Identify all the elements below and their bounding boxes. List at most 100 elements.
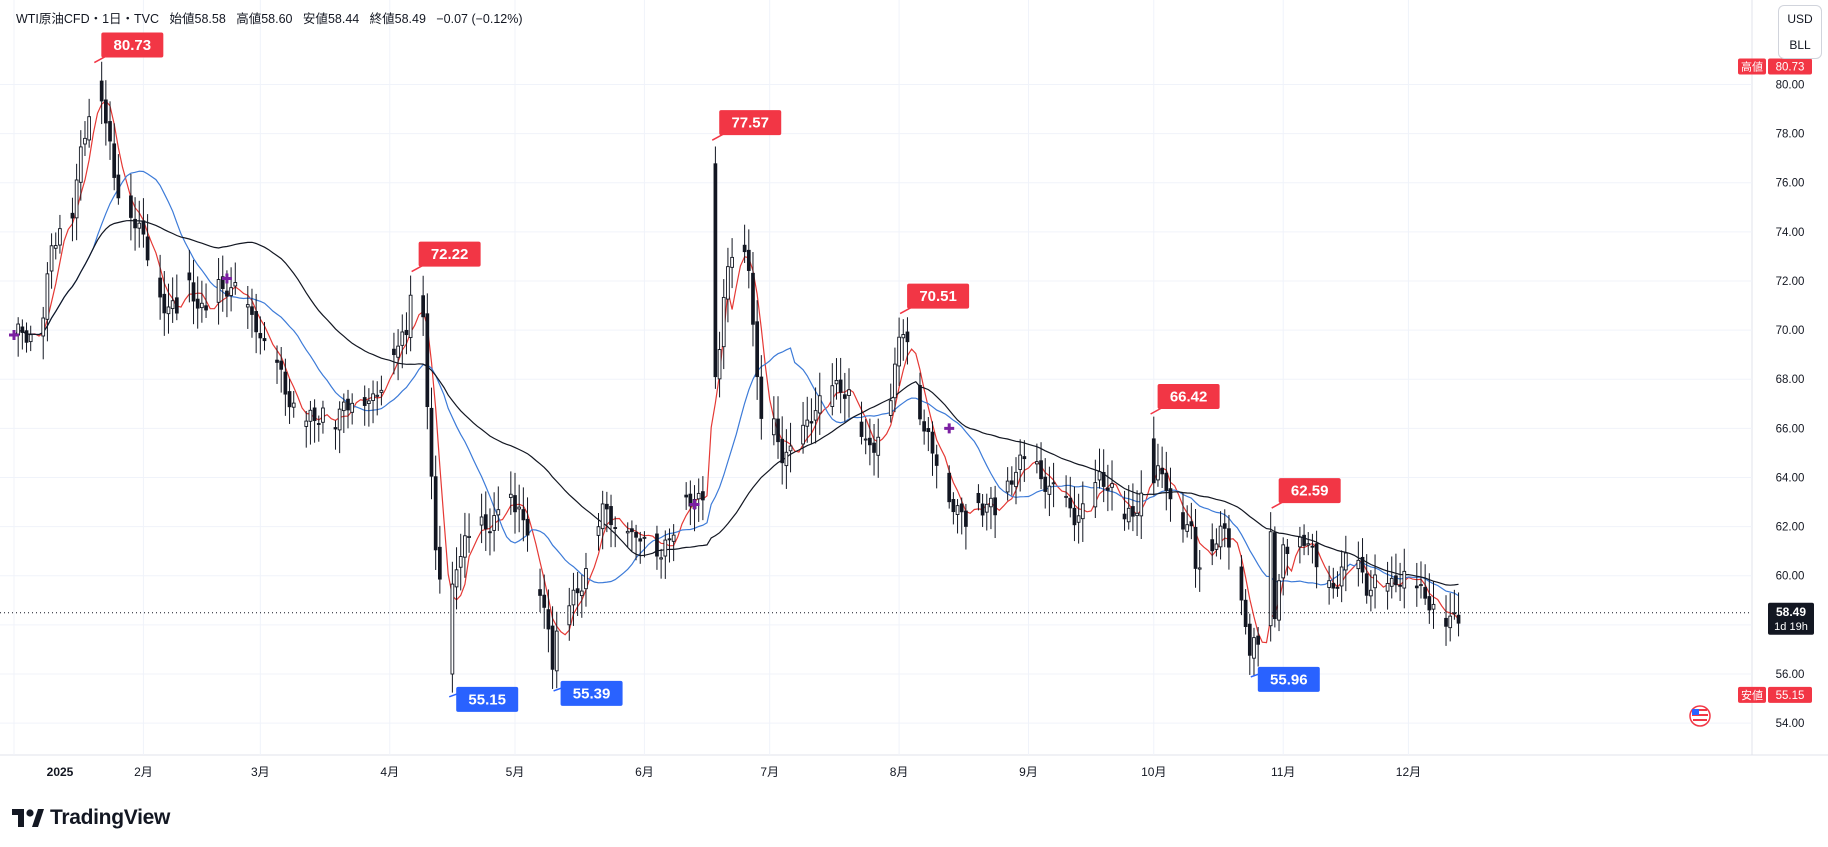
candle-up bbox=[901, 334, 906, 339]
x-tick-label: 9月 bbox=[1019, 765, 1038, 779]
candle-up bbox=[1339, 566, 1344, 587]
candle-up bbox=[53, 245, 58, 249]
candle-up bbox=[1252, 637, 1256, 659]
candle-up bbox=[229, 287, 233, 297]
candle-up bbox=[450, 583, 455, 675]
candle-up bbox=[458, 556, 463, 568]
candle-up bbox=[1076, 515, 1081, 523]
candle-down bbox=[20, 326, 25, 333]
candle-up bbox=[137, 222, 142, 229]
candle-up bbox=[1402, 570, 1407, 589]
candle-up bbox=[291, 402, 296, 408]
time-axis: 2025 2月 3月 4月 5月 6月 7月 8月 9月 10月 11月 12月 bbox=[47, 765, 1421, 779]
candle-up bbox=[893, 363, 897, 399]
candle-up bbox=[41, 317, 46, 337]
candle-down bbox=[976, 492, 981, 504]
axis-high-tag-label: 高値 bbox=[1741, 60, 1763, 74]
candle-up bbox=[1298, 536, 1302, 548]
candle-up bbox=[1014, 471, 1018, 488]
candle-up bbox=[1005, 480, 1010, 493]
candle-down bbox=[1022, 456, 1027, 460]
candle-down bbox=[195, 298, 200, 309]
candle-up bbox=[1419, 584, 1423, 587]
candle-down bbox=[1151, 438, 1156, 484]
candle-down bbox=[1414, 585, 1419, 589]
candle-up bbox=[396, 345, 400, 358]
candle-down bbox=[1122, 513, 1127, 520]
candle-down bbox=[145, 236, 150, 261]
candle-down bbox=[838, 379, 843, 393]
candle-down bbox=[1364, 573, 1369, 596]
candle-down bbox=[1210, 539, 1215, 552]
candle-up bbox=[989, 497, 993, 508]
candle-up bbox=[584, 568, 588, 590]
currency-unit-selector[interactable]: USD BLL bbox=[1778, 5, 1822, 59]
candle-down bbox=[425, 313, 430, 408]
candle-down bbox=[755, 321, 759, 378]
candle-up bbox=[847, 389, 851, 396]
candle-up bbox=[1452, 612, 1457, 615]
candle-down bbox=[333, 427, 338, 430]
close-label: 終値 bbox=[369, 12, 395, 26]
unit-label: BLL bbox=[1789, 38, 1811, 52]
candle-up bbox=[1277, 580, 1281, 621]
candle-down bbox=[634, 532, 638, 538]
x-tick-label: 12月 bbox=[1396, 765, 1421, 779]
candle-down bbox=[655, 533, 659, 557]
callout-badge bbox=[907, 283, 970, 309]
candle-up bbox=[1156, 465, 1160, 481]
candle-down bbox=[521, 509, 526, 521]
candle-down bbox=[1423, 587, 1427, 599]
candle-up bbox=[1093, 482, 1098, 508]
candle-down bbox=[713, 163, 718, 378]
candle-up bbox=[897, 336, 901, 367]
price-callouts: 80.73 72.22 77.57 70.51 66.42 62.59 55.15 55.39… bbox=[93, 32, 1341, 712]
candle-down bbox=[842, 394, 847, 399]
callout-value: 70.51 bbox=[919, 288, 957, 305]
candle-up bbox=[1389, 577, 1394, 587]
symbol-legend: WTI原油CFD・1日・TVC 始値58.58 高値58.60 安値58.44 … bbox=[16, 8, 523, 27]
candle-down bbox=[254, 311, 258, 333]
candle-down bbox=[429, 407, 434, 477]
symbol-name[interactable]: WTI原油CFD・1日・TVC bbox=[16, 12, 160, 26]
candle-up bbox=[571, 589, 576, 606]
candle-down bbox=[141, 220, 146, 235]
candle-up bbox=[492, 515, 496, 531]
candle-down bbox=[174, 297, 179, 314]
candle-down bbox=[258, 332, 263, 339]
candle-down bbox=[959, 503, 964, 513]
candle-down bbox=[220, 276, 225, 289]
candle-up bbox=[813, 410, 818, 421]
candle-up bbox=[1218, 525, 1223, 548]
y-tick-label: 62.00 bbox=[1776, 522, 1805, 534]
candle-down bbox=[438, 546, 442, 580]
candle-down bbox=[99, 80, 104, 102]
y-tick-label: 68.00 bbox=[1776, 374, 1805, 386]
candle-down bbox=[688, 493, 693, 507]
candle-down bbox=[546, 609, 551, 630]
x-tick-label: 6月 bbox=[635, 765, 654, 779]
candle-up bbox=[1047, 485, 1052, 495]
candle-down bbox=[1168, 488, 1173, 500]
candle-up bbox=[772, 418, 776, 436]
candle-up bbox=[245, 304, 250, 308]
candle-down bbox=[225, 290, 229, 297]
candle-down bbox=[279, 360, 284, 370]
x-tick-label: 4月 bbox=[380, 765, 399, 779]
candle-up bbox=[642, 536, 647, 539]
candle-down bbox=[951, 499, 956, 513]
axis-price-tags: 高値 80.73 安値 55.15 58.49 1d 19h bbox=[1689, 58, 1814, 727]
candle-down bbox=[362, 397, 367, 406]
candle-down bbox=[108, 121, 112, 142]
x-tick-label: 11月 bbox=[1271, 765, 1295, 779]
candle-up bbox=[663, 539, 668, 557]
y-tick-label: 64.00 bbox=[1776, 472, 1805, 484]
candle-down bbox=[918, 385, 922, 420]
candle-down bbox=[1068, 497, 1073, 509]
candle-down bbox=[605, 503, 609, 510]
candle-up bbox=[304, 420, 309, 427]
candle-down bbox=[1398, 584, 1402, 587]
tradingview-logo[interactable]: TradingView bbox=[12, 806, 170, 830]
